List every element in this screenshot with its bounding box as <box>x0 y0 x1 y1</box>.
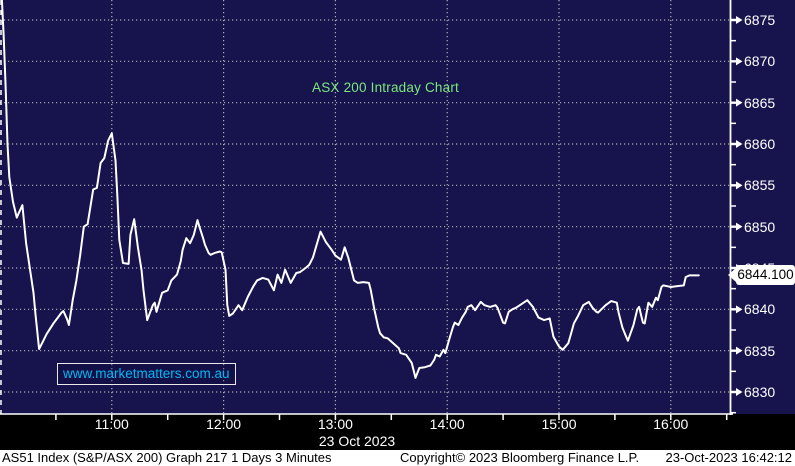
security-description: AS51 Index (S&P/ASX 200) Graph 217 1 Day… <box>2 450 332 465</box>
y-axis-label: 6835 <box>744 342 776 359</box>
y-axis-label: 6840 <box>744 301 776 318</box>
x-axis-label: 16:00 <box>653 416 689 432</box>
x-axis-label: 13:00 <box>317 416 353 432</box>
x-axis-label: 12:00 <box>206 416 242 432</box>
last-price-value: 6844.100 <box>737 267 794 282</box>
status-bar: AS51 Index (S&P/ASX 200) Graph 217 1 Day… <box>0 450 795 466</box>
timestamp: 23-Oct-2023 16:42:12 <box>665 450 792 465</box>
copyright-text: Copyright© 2023 Bloomberg Finance L.P. <box>400 450 640 465</box>
y-axis-label: 6855 <box>744 177 776 194</box>
x-axis-label: 15:00 <box>541 416 577 432</box>
price-marker-arrow-icon <box>728 268 736 282</box>
x-axis-label: 11:00 <box>94 416 129 432</box>
last-price-marker: 6844.100 <box>728 265 795 285</box>
y-axis-label: 6875 <box>744 12 776 28</box>
chart-plot-area[interactable] <box>0 0 795 414</box>
chart-title: ASX 200 Intraday Chart <box>312 80 459 95</box>
watermark-link[interactable]: www.marketmatters.com.au <box>57 363 236 385</box>
y-axis-label: 6830 <box>744 384 776 400</box>
x-axis-date-label: 23 Oct 2023 <box>318 433 396 449</box>
y-axis-label: 6865 <box>744 94 776 111</box>
x-axis-label: 14:00 <box>429 416 465 432</box>
y-axis-label: 6870 <box>744 53 776 70</box>
y-axis-label: 6850 <box>744 218 776 235</box>
y-axis-label: 6860 <box>744 136 776 152</box>
